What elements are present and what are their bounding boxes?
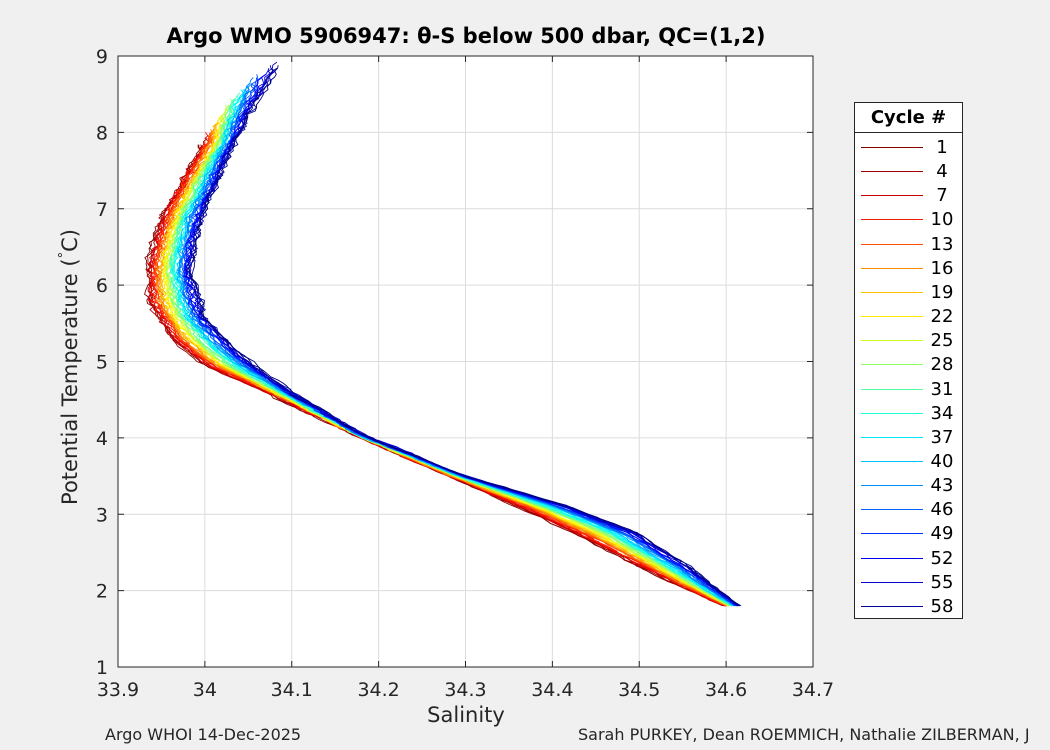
legend-swatch bbox=[861, 243, 923, 245]
legend-entry: 37 bbox=[855, 426, 962, 450]
x-tick-label: 34.3 bbox=[444, 679, 486, 701]
chart-title: Argo WMO 5906947: θ-S below 500 dbar, QC… bbox=[166, 24, 766, 48]
legend-label: 52 bbox=[930, 547, 954, 569]
legend-label: 58 bbox=[930, 595, 954, 617]
legend-label: 1 bbox=[936, 137, 948, 158]
legend-entry: 10 bbox=[855, 208, 962, 232]
legend-label: 4 bbox=[936, 161, 948, 183]
legend-swatch bbox=[861, 291, 923, 293]
profile-line bbox=[155, 129, 728, 607]
footer-credit: Argo WHOI 14-Dec-2025 bbox=[105, 725, 302, 744]
x-tick-label: 34.5 bbox=[618, 679, 660, 701]
legend-swatch bbox=[861, 171, 923, 173]
legend-swatch bbox=[861, 412, 923, 414]
legend-label: 46 bbox=[930, 499, 954, 521]
legend-entry: 49 bbox=[855, 522, 962, 546]
y-tick-label: 2 bbox=[96, 581, 108, 603]
legend-label: 19 bbox=[930, 281, 954, 303]
legend-swatch bbox=[861, 533, 923, 535]
legend-swatch bbox=[861, 436, 923, 438]
legend: Cycle # 1 4 7 10 13 16 19 22 25 28 31 34 37 40 43 46 49 5… bbox=[854, 102, 963, 619]
y-tick-label: 3 bbox=[96, 504, 108, 526]
legend-swatch bbox=[861, 581, 923, 583]
legend-entry: 43 bbox=[855, 474, 962, 498]
legend-label: 7 bbox=[936, 185, 948, 207]
legend-entry: 58 bbox=[855, 595, 962, 619]
legend-entry: 55 bbox=[855, 571, 962, 595]
legend-label: 34 bbox=[930, 402, 954, 424]
y-tick-label: 6 bbox=[96, 275, 108, 297]
legend-label: 49 bbox=[930, 523, 954, 545]
legend-title: Cycle # bbox=[855, 103, 962, 133]
x-tick-label: 34 bbox=[193, 679, 217, 701]
legend-label: 31 bbox=[930, 378, 954, 400]
x-tick-label: 33.9 bbox=[97, 679, 139, 701]
legend-swatch bbox=[861, 388, 923, 390]
legend-label: 13 bbox=[930, 233, 954, 255]
legend-label: 25 bbox=[930, 330, 954, 352]
y-tick-label: 4 bbox=[96, 428, 108, 450]
y-tick-label: 8 bbox=[96, 122, 108, 144]
x-tick-label: 34.2 bbox=[357, 679, 399, 701]
legend-label: 10 bbox=[930, 209, 954, 231]
legend-swatch bbox=[861, 147, 923, 148]
legend-label: 43 bbox=[930, 475, 954, 497]
legend-swatch bbox=[861, 485, 923, 487]
legend-label: 22 bbox=[930, 306, 954, 328]
y-axis-label: Potential Temperature (°C) bbox=[57, 229, 82, 505]
y-tick-label: 5 bbox=[96, 352, 108, 374]
profile-line bbox=[183, 73, 739, 607]
legend-entry: 19 bbox=[855, 281, 962, 305]
legend-swatch bbox=[861, 195, 923, 197]
legend-entry: 34 bbox=[855, 402, 962, 426]
legend-entry: 25 bbox=[855, 329, 962, 353]
x-tick-label: 34.6 bbox=[705, 679, 747, 701]
legend-entry: 7 bbox=[855, 184, 962, 208]
legend-swatch bbox=[861, 340, 923, 342]
legend-swatch bbox=[861, 267, 923, 269]
footer-authors: Sarah PURKEY, Dean ROEMMICH, Nathalie ZI… bbox=[578, 725, 1030, 744]
legend-entry: 52 bbox=[855, 547, 962, 571]
y-tick-label: 7 bbox=[96, 199, 108, 221]
legend-swatch bbox=[861, 316, 923, 318]
profile-line bbox=[148, 135, 726, 607]
y-tick-label: 1 bbox=[96, 657, 108, 679]
x-tick-label: 34.7 bbox=[792, 679, 834, 701]
x-axis-label: Salinity bbox=[427, 703, 505, 727]
legend-label: 28 bbox=[930, 354, 954, 376]
legend-swatch bbox=[861, 364, 923, 366]
legend-entry: 31 bbox=[855, 378, 962, 402]
profile-line bbox=[183, 68, 739, 607]
legend-entry: 28 bbox=[855, 353, 962, 377]
legend-swatch bbox=[861, 509, 923, 511]
legend-entry: 46 bbox=[855, 498, 962, 522]
legend-swatch bbox=[861, 460, 923, 462]
x-tick-label: 34.1 bbox=[271, 679, 313, 701]
profile-line bbox=[157, 122, 729, 607]
profile-line bbox=[191, 65, 742, 607]
y-tick-label: 9 bbox=[96, 46, 108, 68]
legend-entry: 4 bbox=[855, 160, 962, 184]
legend-label: 16 bbox=[930, 257, 954, 279]
legend-label: 37 bbox=[930, 426, 954, 448]
legend-entry: 40 bbox=[855, 450, 962, 474]
legend-swatch bbox=[861, 605, 923, 607]
legend-label: 55 bbox=[930, 571, 954, 593]
legend-label: 40 bbox=[930, 450, 954, 472]
legend-swatch bbox=[861, 557, 923, 559]
legend-entry: 1 bbox=[855, 136, 962, 160]
legend-entry: 22 bbox=[855, 305, 962, 329]
x-tick-label: 34.4 bbox=[531, 679, 573, 701]
legend-entry: 13 bbox=[855, 233, 962, 257]
legend-entry: 16 bbox=[855, 257, 962, 281]
legend-swatch bbox=[861, 219, 923, 221]
